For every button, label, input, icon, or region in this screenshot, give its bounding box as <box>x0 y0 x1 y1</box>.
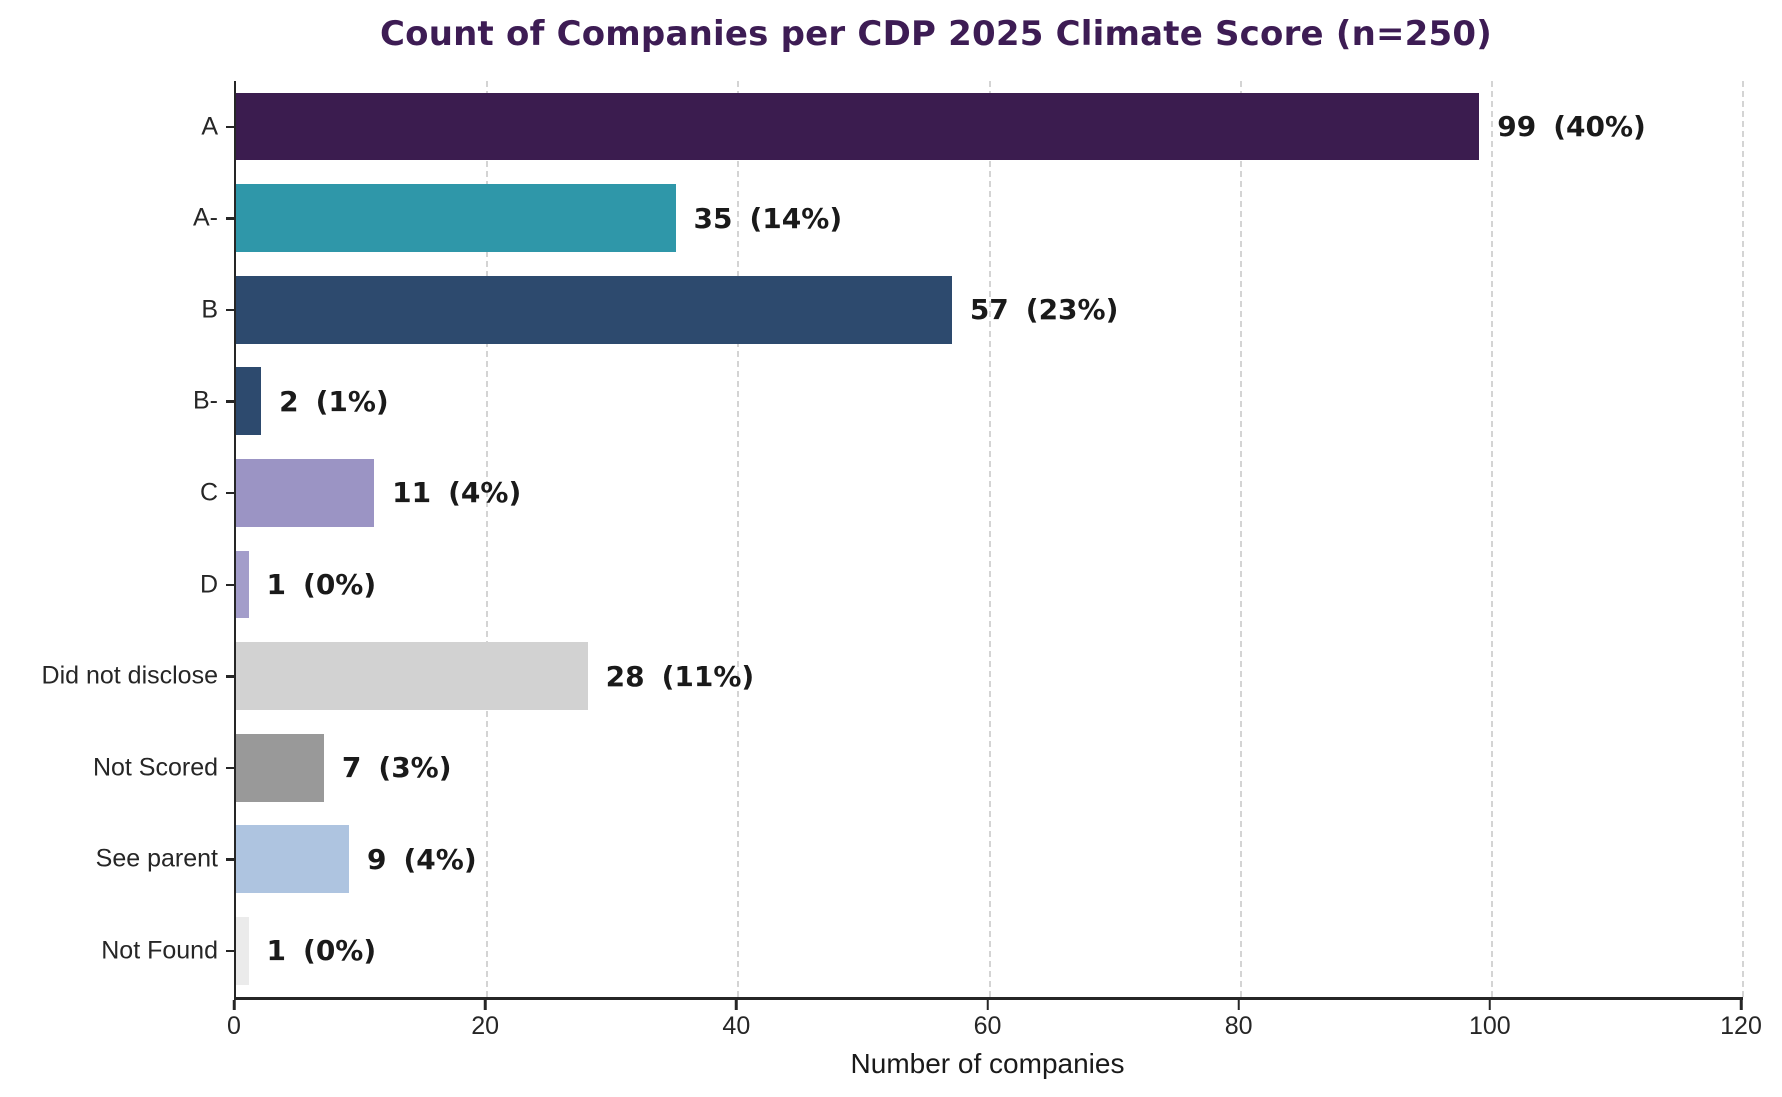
x-tick <box>483 999 487 1010</box>
category-label: Not Found <box>101 936 218 965</box>
y-tick <box>226 583 235 587</box>
value-count: 35 <box>693 201 733 235</box>
x-axis-label-row: Number of companies <box>234 1048 1741 1080</box>
value-label: 7 (3%) <box>342 751 452 784</box>
y-tick <box>226 858 235 861</box>
gridline-60 <box>988 80 991 997</box>
bar-rows: A 99 (40%) A- 35 (14%) B 57 (23%) B- 2 (1%) C 11 (4%) D… <box>42 81 1743 997</box>
value-percent: (3%) <box>378 751 452 785</box>
y-tick <box>226 125 235 129</box>
bar-row: B 57 (23%) <box>201 264 1743 356</box>
value-label: 28 (11%) <box>606 660 755 693</box>
value-percent: (4%) <box>448 476 522 510</box>
bar <box>236 367 262 436</box>
value-count: 9 <box>367 842 387 876</box>
x-tick-label: 60 <box>973 1011 1002 1040</box>
bar-row: C 11 (4%) <box>200 447 1743 539</box>
value-count: 2 <box>279 384 299 418</box>
value-count: 57 <box>969 293 1009 327</box>
value-percent: (0%) <box>303 568 377 602</box>
value-count: 1 <box>266 568 287 602</box>
value-count: 28 <box>605 659 645 693</box>
x-tick-label: 80 <box>1224 1011 1253 1040</box>
x-tick-label: 0 <box>227 1011 241 1040</box>
gridline-40 <box>737 80 740 997</box>
value-count: 7 <box>341 751 362 785</box>
y-tick <box>226 491 235 495</box>
plot-area: A 99 (40%) A- 35 (14%) B 57 (23%) B- 2 (1%) C 11 (4%) D… <box>42 80 1744 1000</box>
bar-row: Not Found 1 (0%) <box>101 905 1743 997</box>
x-tick <box>1488 999 1492 1010</box>
gridline-120 <box>1742 80 1744 997</box>
chart-title: Count of Companies per CDP 2025 Climate … <box>380 14 1492 54</box>
x-axis-label: Number of companies <box>850 1047 1125 1079</box>
x-tick <box>1739 999 1743 1010</box>
x-tick <box>1237 999 1240 1010</box>
bar <box>236 917 249 985</box>
value-count: 99 <box>1497 110 1537 144</box>
bar <box>236 184 676 253</box>
gridline-20 <box>486 80 489 997</box>
bar-row: Not Scored 7 (3%) <box>93 722 1743 814</box>
category-label: Not Scored <box>92 753 218 782</box>
value-percent: (1%) <box>315 384 389 418</box>
x-tick <box>232 999 236 1010</box>
bar-row: B- 2 (1%) <box>193 356 1743 448</box>
value-label: 99 (40%) <box>1497 110 1646 143</box>
bar-row: A- 35 (14%) <box>193 172 1743 264</box>
x-tick-label: 100 <box>1468 1011 1511 1040</box>
value-percent: (11%) <box>661 659 755 693</box>
value-label: 2 (1%) <box>279 385 389 418</box>
y-tick <box>226 217 235 220</box>
x-tick-label: 20 <box>471 1011 500 1040</box>
y-tick <box>226 308 235 312</box>
gridline-100 <box>1490 80 1493 997</box>
category-label: A <box>201 112 218 141</box>
bar-row: D 1 (0%) <box>200 539 1743 631</box>
category-label: A- <box>193 203 218 232</box>
gridline-80 <box>1239 80 1242 997</box>
bar <box>236 642 588 711</box>
value-percent: (23%) <box>1025 293 1119 327</box>
y-tick <box>226 675 235 678</box>
bar-row: A 99 (40%) <box>201 81 1743 173</box>
value-percent: (40%) <box>1553 110 1646 144</box>
bar <box>236 550 249 619</box>
x-tick <box>986 999 989 1010</box>
bar <box>236 92 1480 161</box>
value-percent: (4%) <box>403 842 477 876</box>
bar <box>236 459 375 527</box>
value-label: 11 (4%) <box>392 476 521 509</box>
value-percent: (14%) <box>749 201 843 235</box>
value-label: 57 (23%) <box>970 293 1119 326</box>
category-label: D <box>199 570 218 599</box>
category-label: See parent <box>95 844 218 873</box>
y-tick <box>226 766 235 770</box>
bar <box>236 275 952 344</box>
x-tick <box>735 999 738 1010</box>
y-tick <box>226 400 235 403</box>
category-label: B- <box>193 386 218 415</box>
value-label: 35 (14%) <box>694 202 843 235</box>
gridline-group <box>236 80 1744 997</box>
x-tick-label: 40 <box>722 1011 751 1040</box>
category-label: B <box>201 295 218 324</box>
category-label: C <box>199 478 218 507</box>
value-percent: (0%) <box>303 934 377 968</box>
x-tick-label: 120 <box>1720 1011 1762 1040</box>
value-count: 1 <box>266 934 287 968</box>
x-axis: 0 20 40 60 80 100 120 <box>227 999 1762 1046</box>
value-label: 9 (4%) <box>367 843 477 876</box>
bar-row: See parent 9 (4%) <box>96 814 1743 906</box>
bar <box>236 733 324 802</box>
bar <box>236 825 350 894</box>
category-label: Did not disclose <box>41 661 218 690</box>
value-label: 1 (0%) <box>267 934 377 967</box>
value-label: 1 (0%) <box>267 568 377 601</box>
value-count: 11 <box>392 476 432 510</box>
bar-row: Did not disclose 28 (11%) <box>42 630 1743 722</box>
y-tick <box>226 949 235 953</box>
